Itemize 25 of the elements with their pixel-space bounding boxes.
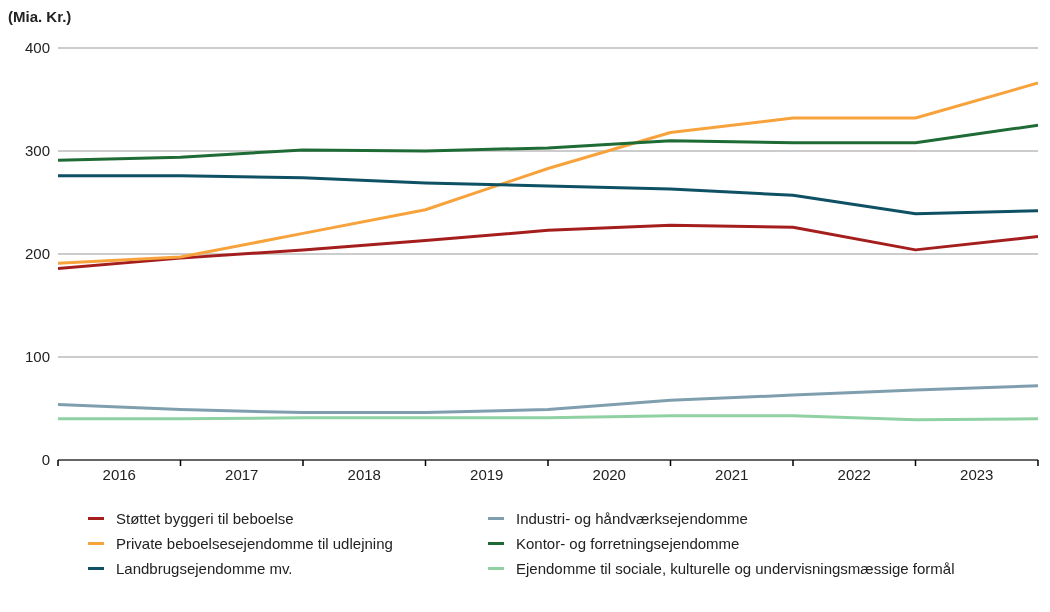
- x-tick-label: 2021: [715, 466, 749, 483]
- y-axis-title: (Mia. Kr.): [8, 8, 73, 27]
- x-tick-label: 2022: [837, 466, 871, 483]
- legend-label: Ejendomme til sociale, kulturelle og undervisningsmæssige formål: [516, 560, 955, 577]
- line-series: [58, 123, 1038, 162]
- x-tick-label: 2018: [347, 466, 381, 483]
- line-series: [58, 223, 1038, 270]
- y-tick-label: 400: [24, 39, 50, 57]
- y-tick-label: 300: [24, 142, 50, 160]
- line-series: [58, 174, 1038, 216]
- legend-label: Landbrugsejendomme mv.: [116, 560, 293, 577]
- legend-label: Kontor- og forretningsejendomme: [516, 535, 740, 552]
- legend-label: Industri- og håndværksejendomme: [516, 510, 748, 527]
- legend-label: Støttet byggeri til beboelse: [116, 510, 294, 527]
- y-tick-label: 0: [41, 451, 50, 469]
- legend-label: Private beboelsesejendomme til udlejning: [116, 535, 393, 552]
- x-tick-label: 2020: [592, 466, 626, 483]
- x-tick-label: 2019: [470, 466, 504, 483]
- line-series: [58, 384, 1038, 415]
- x-tick-label: 2016: [102, 466, 136, 483]
- x-tick-label: 2023: [960, 466, 994, 483]
- y-tick-label: 100: [24, 348, 50, 366]
- line-series: [58, 81, 1038, 265]
- y-tick-label: 200: [24, 245, 50, 263]
- x-tick-label: 2017: [225, 466, 259, 483]
